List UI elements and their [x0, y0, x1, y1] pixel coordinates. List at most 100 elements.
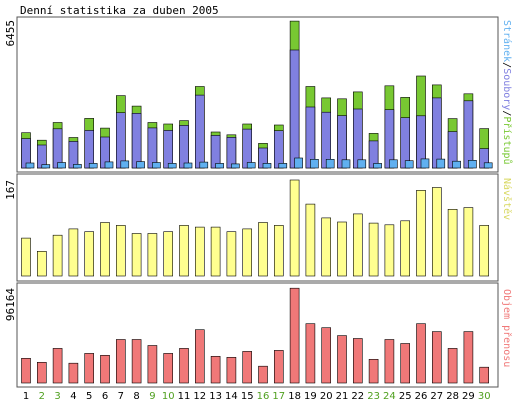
bar-visits	[305, 203, 316, 277]
bar-pages	[88, 163, 98, 169]
bar-visits	[258, 222, 268, 277]
x-tick-label: 6	[102, 391, 108, 402]
bar-kbytes	[195, 329, 205, 384]
bar-kbytes	[21, 357, 31, 384]
bar-visits	[116, 225, 126, 277]
bar-pages	[167, 163, 177, 169]
bar-kbytes	[479, 366, 490, 384]
bar-kbytes	[242, 351, 252, 384]
legend-pages: Stránek	[501, 20, 513, 62]
bar-visits	[384, 224, 395, 277]
legend-top: Stránek/Soubory/Přístupů	[501, 20, 513, 165]
x-tick-label: 15	[241, 391, 254, 402]
bars-middle-panel	[21, 179, 490, 277]
x-tick-label: 14	[225, 391, 238, 402]
bar-kbytes	[36, 361, 47, 384]
bar-files	[352, 108, 363, 169]
bar-pages	[231, 163, 240, 169]
bar-pages	[452, 160, 461, 169]
bar-files	[242, 128, 252, 169]
bar-visits	[100, 222, 110, 277]
bar-visits	[36, 251, 47, 277]
bar-files	[147, 127, 158, 169]
bar-visits	[84, 231, 94, 277]
bar-visits	[368, 222, 379, 277]
bar-kbytes	[289, 287, 300, 384]
x-tick-label: 19	[304, 391, 317, 402]
bar-visits	[431, 187, 442, 277]
bar-files	[384, 109, 395, 169]
x-tick-label: 1	[23, 391, 29, 402]
bar-files	[431, 97, 442, 169]
x-tick-label: 5	[86, 391, 92, 402]
legend-kbytes: Objem přenosu	[501, 289, 513, 367]
bars-top-panel	[21, 20, 493, 169]
x-tick-label: 17	[272, 391, 285, 402]
bar-pages	[294, 157, 303, 169]
x-tick-label: 2	[39, 391, 45, 402]
bar-pages	[389, 159, 398, 169]
bar-pages	[278, 163, 288, 169]
bar-visits	[195, 226, 205, 277]
x-tick-label: 18	[288, 391, 301, 402]
bar-files	[131, 113, 142, 169]
bar-visits	[273, 225, 284, 277]
bar-kbytes	[210, 355, 221, 384]
bar-visits	[210, 226, 221, 277]
x-tick-label: 9	[149, 391, 155, 402]
bar-kbytes	[400, 343, 411, 384]
x-tick-label: 16	[257, 391, 270, 402]
bar-kbytes	[368, 358, 379, 384]
bar-kbytes	[258, 365, 268, 384]
bar-kbytes	[416, 323, 426, 384]
bar-visits	[463, 207, 474, 277]
chart-title: Denní statistika za duben 2005	[20, 4, 219, 17]
bar-pages	[373, 163, 382, 169]
bar-pages	[483, 162, 493, 169]
bar-kbytes	[226, 356, 237, 384]
bar-pages	[104, 161, 114, 169]
bar-kbytes	[147, 345, 158, 384]
bar-pages	[310, 159, 319, 169]
bar-visits	[163, 231, 173, 277]
bar-pages	[325, 159, 335, 169]
bar-files	[273, 130, 284, 169]
bar-visits	[131, 233, 142, 277]
bar-kbytes	[273, 350, 284, 384]
bar-visits	[352, 213, 363, 277]
bar-pages	[199, 161, 209, 169]
bar-visits	[289, 179, 300, 277]
legend-separator: /	[501, 110, 512, 116]
bar-pages	[215, 163, 224, 169]
bar-kbytes	[163, 353, 173, 384]
bar-kbytes	[116, 339, 126, 384]
bar-kbytes	[384, 339, 395, 384]
bar-kbytes	[52, 348, 63, 384]
x-tick-label: 23	[367, 391, 380, 402]
bar-kbytes	[84, 353, 94, 384]
bar-files	[68, 141, 79, 169]
bar-files	[52, 128, 63, 169]
bar-kbytes	[321, 327, 332, 384]
bar-visits	[321, 217, 332, 277]
x-tick-label: 26	[415, 391, 428, 402]
bar-files	[195, 94, 205, 169]
legend-hits: Přístupů	[501, 116, 513, 164]
bar-files	[84, 130, 94, 169]
bar-pages	[120, 160, 130, 169]
x-tick-label: 13	[209, 391, 222, 402]
bar-pages	[436, 158, 446, 169]
x-tick-label: 24	[383, 391, 396, 402]
bar-pages	[57, 162, 66, 169]
x-tick-label: 20	[320, 391, 333, 402]
bar-pages	[357, 159, 367, 169]
y-max-label-middle: 167	[4, 180, 17, 200]
bar-kbytes	[352, 338, 363, 384]
bar-kbytes	[431, 331, 442, 384]
bar-pages	[73, 164, 82, 169]
bar-visits	[479, 225, 490, 277]
bar-kbytes	[305, 323, 316, 384]
panel-frame-top	[16, 16, 499, 173]
